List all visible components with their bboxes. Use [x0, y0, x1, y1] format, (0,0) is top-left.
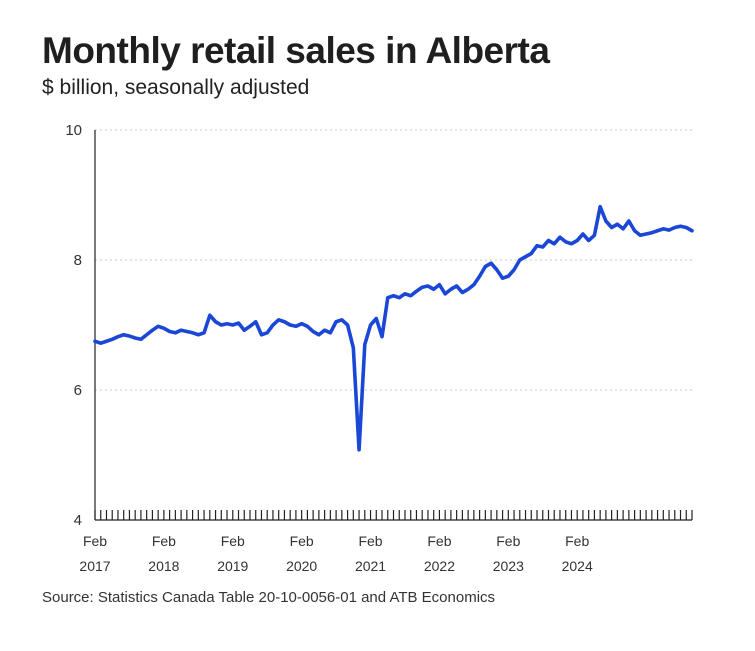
x-tick-label-year: 2024 — [562, 558, 593, 574]
x-tick-label-year: 2020 — [286, 558, 317, 574]
x-tick-label-month: Feb — [152, 533, 176, 549]
chart-subtitle: $ billion, seasonally adjusted — [42, 76, 310, 99]
source-note: Source: Statistics Canada Table 20-10-00… — [42, 589, 496, 606]
x-tick-label-month: Feb — [221, 533, 245, 549]
chart-title: Monthly retail sales in Alberta — [42, 30, 550, 71]
x-tick-label-year: 2018 — [148, 558, 179, 574]
series-line — [93, 204, 694, 452]
x-tick-label-month: Feb — [427, 533, 451, 549]
x-tick-label-month: Feb — [565, 533, 589, 549]
x-tick-label-month: Feb — [83, 533, 107, 549]
y-tick-label: 6 — [74, 382, 82, 399]
x-tick-label-year: 2019 — [217, 558, 248, 574]
x-tick-label-year: 2017 — [79, 558, 110, 574]
x-tick-label-year: 2021 — [355, 558, 386, 574]
x-tick-label-year: 2022 — [424, 558, 455, 574]
x-tick-label-year: 2023 — [493, 558, 524, 574]
y-tick-label: 4 — [74, 512, 82, 529]
y-tick-label: 10 — [65, 122, 82, 139]
x-tick-label-month: Feb — [290, 533, 314, 549]
x-tick-label-month: Feb — [358, 533, 382, 549]
x-tick-label-month: Feb — [496, 533, 520, 549]
y-tick-label: 8 — [74, 252, 82, 269]
